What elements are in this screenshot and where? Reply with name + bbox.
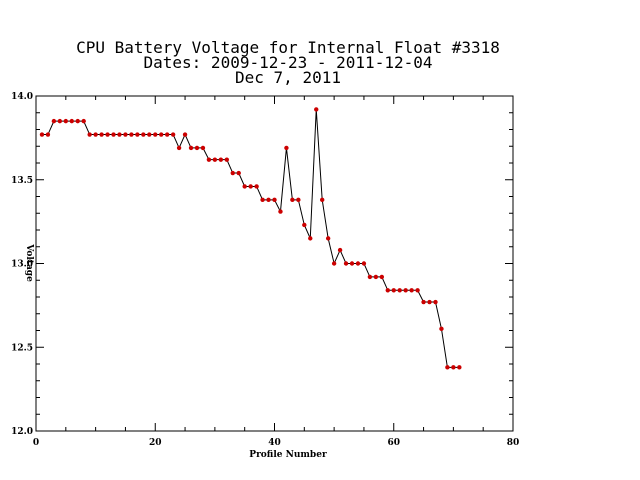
data-point xyxy=(230,170,235,176)
data-point xyxy=(39,132,45,137)
y-tick-label: 12.5 xyxy=(11,343,33,353)
data-point xyxy=(391,288,396,293)
series-line xyxy=(41,109,460,368)
data-point xyxy=(367,274,373,280)
data-point xyxy=(355,261,361,266)
data-point xyxy=(266,197,271,203)
data-point xyxy=(403,288,408,293)
chart-title-line-2: Dates: 2009-12-23 - 2011-12-04 xyxy=(144,53,433,72)
data-point xyxy=(63,118,69,124)
data-point xyxy=(397,288,402,293)
x-tick-label: 0 xyxy=(33,438,39,448)
data-point xyxy=(457,365,462,370)
data-point xyxy=(87,132,92,137)
x-tick-label: 80 xyxy=(507,438,520,448)
data-point xyxy=(248,184,253,189)
chart-title-line-3: Dec 7, 2011 xyxy=(235,68,341,87)
data-point xyxy=(51,118,57,124)
y-tick-label: 13.5 xyxy=(11,176,33,186)
chart-title-line-1: CPU Battery Voltage for Internal Float #… xyxy=(76,38,500,57)
data-point xyxy=(69,118,74,124)
data-point xyxy=(93,132,98,137)
data-point xyxy=(284,145,289,151)
data-point xyxy=(105,132,110,137)
data-point xyxy=(182,132,188,137)
data-point xyxy=(260,197,265,203)
data-point xyxy=(75,118,80,124)
data-point xyxy=(194,145,200,151)
data-point xyxy=(349,261,355,266)
data-point xyxy=(159,132,164,137)
data-point xyxy=(361,261,367,266)
data-point xyxy=(272,197,277,203)
y-axis-label: Voltage xyxy=(24,243,34,282)
data-point xyxy=(141,132,146,137)
data-point xyxy=(176,145,182,151)
data-point xyxy=(409,288,414,293)
data-point xyxy=(254,184,259,189)
y-tick-label: 13.0 xyxy=(11,260,33,270)
x-axis-label: Profile Number xyxy=(249,450,327,460)
data-point xyxy=(188,145,194,151)
data-point xyxy=(451,365,456,370)
data-point xyxy=(415,288,420,293)
data-point xyxy=(302,222,307,228)
data-point xyxy=(320,197,325,203)
data-point xyxy=(170,132,176,137)
x-axis-ticks xyxy=(35,96,514,431)
data-point xyxy=(439,326,444,332)
data-point xyxy=(218,157,224,162)
data-point xyxy=(242,184,247,189)
data-point xyxy=(296,197,301,203)
data-point xyxy=(200,145,206,151)
data-point xyxy=(337,247,343,253)
data-point xyxy=(314,107,319,112)
data-point xyxy=(147,132,152,137)
data-point xyxy=(153,132,158,137)
data-point xyxy=(123,132,128,137)
data-point xyxy=(236,170,241,176)
data-point xyxy=(99,132,104,137)
data-point xyxy=(385,288,390,293)
x-tick-label: 40 xyxy=(268,438,281,448)
data-point xyxy=(212,157,218,162)
data-point xyxy=(57,118,63,124)
data-point xyxy=(433,299,438,305)
data-point xyxy=(373,274,379,280)
data-point xyxy=(445,365,450,370)
data-point xyxy=(117,132,122,137)
x-axis-tick-labels: 0 20 40 60 80 xyxy=(33,438,519,448)
x-tick-label: 60 xyxy=(387,438,400,448)
data-point xyxy=(111,132,116,137)
plot-frame xyxy=(35,95,514,432)
data-point xyxy=(164,132,170,137)
data-point xyxy=(325,236,331,241)
series-voltage xyxy=(39,107,462,370)
data-point xyxy=(45,132,51,137)
data-point xyxy=(421,299,426,305)
data-point xyxy=(379,274,385,280)
data-point xyxy=(278,209,283,214)
y-tick-label: 14.0 xyxy=(11,92,33,102)
x-tick-label: 20 xyxy=(149,438,162,448)
data-point xyxy=(308,236,313,241)
y-tick-label: 12.0 xyxy=(11,427,33,437)
data-point xyxy=(331,261,337,266)
data-point xyxy=(290,197,295,203)
data-point xyxy=(81,118,86,124)
y-axis-tick-labels: 12.0 12.5 13.0 13.5 14.0 xyxy=(11,92,33,437)
data-point xyxy=(135,132,140,137)
data-point xyxy=(343,261,349,266)
y-axis-ticks xyxy=(36,95,513,432)
data-point xyxy=(129,132,134,137)
data-point xyxy=(224,157,229,162)
data-point xyxy=(206,157,212,162)
data-point xyxy=(427,299,432,305)
